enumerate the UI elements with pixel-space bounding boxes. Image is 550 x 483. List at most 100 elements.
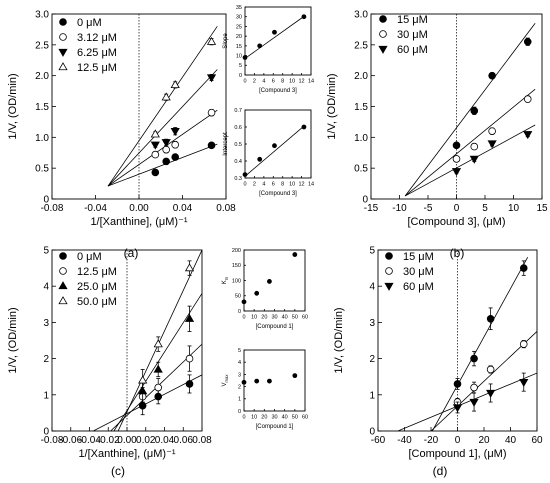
- x-tick-label: 40: [282, 315, 288, 321]
- x-tick-label: 0.04: [173, 203, 193, 214]
- y-tick-label: 1: [238, 397, 241, 403]
- y-tick-label: 0: [369, 427, 375, 438]
- fit-line: [397, 372, 537, 431]
- x-tick-label: -0.08: [41, 435, 64, 446]
- y-tick-label: 3: [369, 318, 375, 329]
- x-axis-label: [Compound 3]: [259, 191, 297, 197]
- fit-line: [245, 15, 306, 59]
- legend-marker: [58, 296, 68, 305]
- legend-marker: [384, 282, 394, 291]
- legend-marker: [59, 33, 67, 41]
- data-point: [242, 55, 248, 60]
- chart-d: -60 -40 -20 0 20 40 60 0 1 2 3 4 5 [Compound 1], (μM)…: [333, 246, 543, 461]
- y-tick-label: 0: [43, 195, 49, 206]
- x-tick-label: -60: [371, 435, 386, 446]
- chart-c-vmax: 0 10 20 30 40 50 60 0 1 2 3 4 5 [Compound 1] Vmax: [222, 348, 308, 430]
- legend-marker: [379, 30, 387, 38]
- data-point: [207, 141, 216, 150]
- data-point: [488, 71, 496, 80]
- legend-marker: [385, 252, 393, 260]
- x-tick-label: 20: [261, 315, 267, 321]
- x-tick-label: 8: [281, 182, 284, 188]
- legend-label: 12.5 μM: [77, 62, 117, 74]
- y-tick-label: 10: [236, 53, 242, 59]
- data-point: [272, 143, 277, 149]
- x-tick-label: -0.08: [41, 203, 64, 214]
- data-point: [241, 299, 247, 305]
- chart-b: -15 -10 -5 0 5 10 15 0 0.5 1.0 1.5 2.0 2.5 3.0 [Compou…: [326, 10, 548, 229]
- chart-c-km: 0 10 20 30 40 50 60 0 50 100 150 200 [Compound 1] Km: [222, 248, 308, 330]
- x-tick-label: 60: [302, 315, 308, 321]
- y-tick-label: 4: [43, 282, 49, 293]
- x-tick-label: 4: [262, 182, 265, 188]
- fit-line: [430, 331, 537, 431]
- data-point: [206, 74, 217, 83]
- y-axis-label: 1/V, (OD/min): [333, 307, 345, 373]
- y-tick-label: 2.5: [354, 40, 368, 51]
- x-tick-label: 20: [478, 435, 490, 446]
- legend-label: 60 μM: [403, 281, 434, 293]
- legend-marker: [59, 267, 67, 275]
- data-point: [257, 43, 263, 49]
- x-tick-label: 2: [253, 182, 256, 188]
- data-point: [162, 157, 170, 166]
- y-tick-label: 1.0: [35, 133, 49, 144]
- y-tick-label: 25: [236, 24, 242, 30]
- x-tick-label: 0: [243, 79, 246, 85]
- x-tick-label: 0.08: [216, 203, 236, 214]
- y-tick-label: 3: [238, 372, 241, 378]
- data-point: [523, 131, 533, 140]
- data-point: [292, 373, 298, 379]
- data-point: [150, 129, 160, 138]
- data-point: [242, 172, 248, 178]
- x-axis-label: [Compound 1]: [256, 324, 294, 330]
- legend-label: 15 μM: [403, 251, 434, 263]
- data-point: [519, 340, 528, 348]
- y-axis-label: 1/V, (OD/min): [7, 73, 19, 139]
- y-tick-label: 0.6: [234, 125, 242, 131]
- x-tick-label: -20: [424, 435, 439, 446]
- x-tick-label: 0.04: [155, 435, 175, 446]
- y-axis-label-sub: max: [224, 374, 229, 383]
- y-tick-label: 5: [239, 63, 242, 69]
- x-tick-label: 14: [308, 182, 314, 188]
- x-tick-label: 0.02: [136, 435, 156, 446]
- x-tick-label: -10: [392, 203, 407, 214]
- plot-frame: [244, 6, 312, 76]
- data-point: [469, 398, 479, 407]
- x-tick-label: 50: [292, 415, 298, 421]
- data-point: [523, 37, 532, 46]
- legend-marker: [385, 267, 393, 275]
- data-point: [487, 140, 497, 149]
- data-point: [469, 155, 479, 164]
- x-tick-label: 50: [292, 315, 298, 321]
- x-tick-label: 0: [454, 203, 460, 214]
- x-tick-label: 40: [505, 435, 517, 446]
- data-point: [267, 279, 272, 284]
- data-point: [519, 379, 529, 388]
- fit-line: [93, 374, 202, 431]
- data-point: [171, 140, 180, 149]
- legend-marker: [59, 18, 67, 26]
- x-tick-label: 20: [261, 415, 267, 421]
- data-point: [523, 95, 532, 103]
- y-tick-label: 50: [235, 294, 241, 300]
- fit-line: [117, 250, 202, 431]
- x-tick-label: 30: [271, 415, 277, 421]
- y-tick-label: 20: [236, 34, 242, 40]
- y-tick-label: 150: [232, 263, 241, 269]
- data-point: [257, 156, 263, 162]
- legend-label: 6.25 μM: [77, 47, 117, 59]
- y-tick-label: 1: [43, 390, 49, 401]
- x-tick-label: 30: [271, 315, 277, 321]
- x-tick-label: 6: [272, 79, 275, 85]
- x-tick-label: 40: [282, 415, 288, 421]
- y-axis-label: Vmax: [222, 374, 229, 387]
- fit-line: [404, 88, 536, 197]
- data-point: [170, 128, 180, 137]
- x-tick-label: -15: [364, 203, 379, 214]
- legend-label: 50.0 μM: [77, 296, 117, 308]
- y-tick-label: 3.0: [35, 10, 49, 21]
- y-tick-label: 2.0: [35, 71, 49, 82]
